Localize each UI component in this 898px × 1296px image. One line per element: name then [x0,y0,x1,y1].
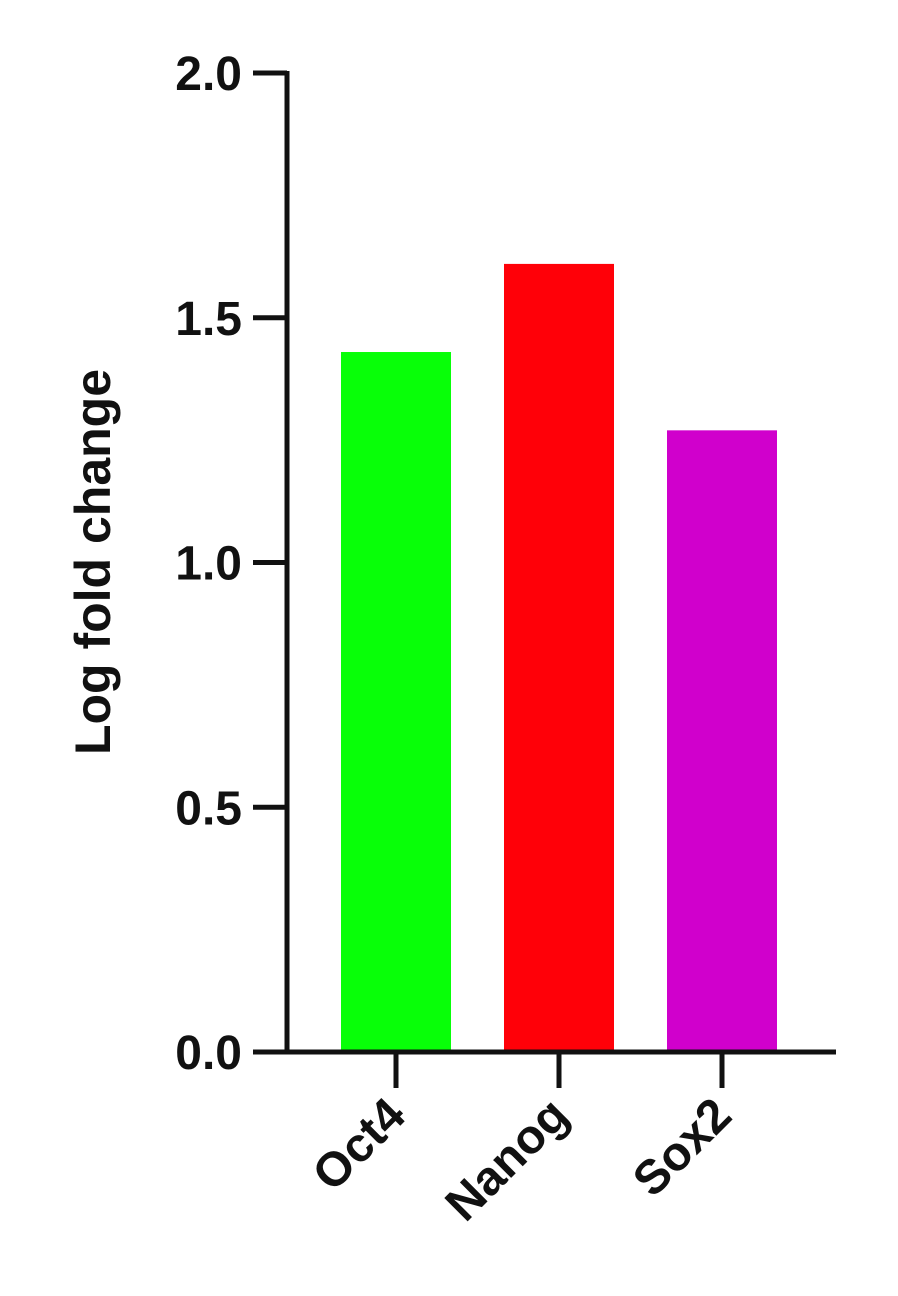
x-tick-label: Oct4 [303,1088,416,1201]
bar-oct4 [341,352,451,1052]
bar-nanog [504,263,614,1052]
bar-sox2 [667,430,777,1053]
y-ticks: 0.0 0.5 1.0 1.5 2.0 [175,48,287,1080]
y-axis-label: Log fold change [65,369,121,755]
y-tick-label: 1.0 [175,538,242,591]
y-tick-label: 2.0 [175,48,242,101]
bars [341,263,777,1053]
y-tick-label: 0.0 [175,1027,242,1080]
y-tick-label: 1.5 [175,293,242,346]
x-tick-label: Sox2 [623,1088,742,1207]
x-ticks: Oct4 Nanog Sox2 [303,1052,742,1231]
y-tick-label: 0.5 [175,782,242,835]
x-tick-label: Nanog [436,1088,579,1231]
